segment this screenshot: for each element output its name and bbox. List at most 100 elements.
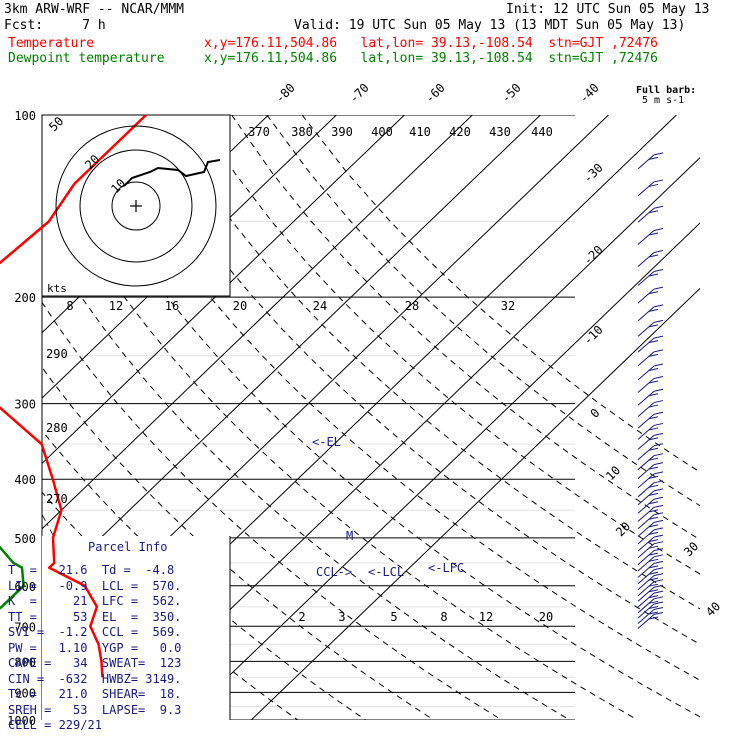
barb-legend-units: 5 m s-1: [642, 95, 685, 106]
wind-barb-flag: [648, 616, 659, 620]
wind-barb-flag: [648, 492, 659, 496]
wind-barb-flag: [648, 565, 659, 569]
wind-barb-flag: [648, 324, 659, 328]
valid-time: Valid: 19 UTC Sun 05 May 13 (13 MDT Sun …: [294, 18, 686, 33]
wind-barb: [637, 541, 664, 559]
wind-barb-shaft: [637, 498, 655, 514]
wind-barb: [637, 319, 664, 337]
wind-barb: [637, 228, 664, 245]
wind-barb-flag: [653, 590, 664, 594]
wind-barb: [637, 519, 664, 537]
dry-adiabat-line: [42, 429, 367, 720]
pressure-tick-label: 100: [14, 109, 36, 123]
theta-left-label: 270: [46, 492, 68, 506]
wind-barb-flag: [653, 400, 664, 404]
lcl-annotation: <-LCL: [368, 565, 404, 579]
mixing-ratio-label: 12: [479, 610, 493, 624]
pressure-tick-label: 800: [14, 655, 36, 669]
wind-barb-flag: [653, 541, 664, 545]
mixing-ratio-label: 8: [440, 610, 447, 624]
isotherm-tick-label: -60: [423, 81, 448, 106]
temperature-location: x,y=176.11,504.86 lat,lon= 39.13,-108.54…: [204, 36, 658, 51]
wind-barb-shaft: [637, 230, 655, 245]
hodo-ring-middle: [79, 149, 193, 263]
wind-barb-shaft: [637, 536, 655, 552]
wind-barb: [637, 590, 664, 608]
wind-barb-flag: [653, 422, 664, 426]
m-annotation: M: [346, 529, 353, 543]
parcel-info-row: K = 21 LFC = 562.: [8, 594, 182, 608]
pressure-tick-label: 300: [14, 398, 36, 412]
wind-barb-flag: [653, 304, 664, 308]
wind-barb-flag: [648, 606, 659, 610]
wind-barb-flag: [653, 612, 664, 615]
theta-tick-label: 390: [331, 125, 353, 139]
wind-barb: [637, 268, 664, 286]
pressure-tick-label: 200: [14, 291, 36, 305]
hodo-ring-inner: [111, 181, 161, 231]
wind-barb: [637, 596, 664, 614]
wind-barb-shaft: [637, 586, 655, 602]
wind-barb: [637, 534, 664, 552]
pressure-tick-label: 700: [14, 620, 36, 634]
isotherm-tick-label: 30: [681, 539, 701, 559]
wind-barb: [637, 612, 664, 629]
theta-tick-label: 430: [489, 125, 511, 139]
wind-barb-flag: [653, 534, 664, 538]
wind-barb-flag: [648, 484, 659, 488]
wind-barb-shaft: [637, 425, 655, 440]
wind-barb-flag: [653, 375, 664, 379]
wind-barb-flag: [653, 567, 664, 571]
wind-barb-flag: [648, 308, 659, 312]
wind-barb-shaft: [637, 490, 655, 506]
wind-barb: [637, 579, 664, 597]
wind-barb-shaft: [637, 181, 655, 197]
theta-tick-label: 420: [449, 125, 471, 139]
wind-barb-flag: [648, 516, 659, 520]
isotherm-line: [42, 115, 405, 465]
parcel-info-row: LI = -0.9 LCL = 570.: [8, 578, 182, 593]
wind-barb-flag: [653, 488, 664, 492]
wind-barb-flag: [648, 416, 659, 420]
dry-adiabat-line: [125, 115, 700, 645]
wind-barb: [637, 573, 664, 590]
wind-barb-flag: [653, 286, 664, 290]
dry-adiabat-line: [55, 115, 700, 718]
wind-barb-shaft: [637, 252, 655, 267]
wind-barb-flag: [648, 571, 659, 575]
wind-barb-shaft: [637, 603, 655, 619]
lfc-annotation: <-LFC: [428, 561, 464, 575]
wind-barb-flag: [648, 393, 659, 397]
wind-barb-flag: [653, 496, 664, 500]
theta-tick-label: 400: [371, 125, 393, 139]
parcel-info-row: SREH = 53 LAPSE= 9.3: [8, 702, 182, 717]
hodograph-trace: [123, 159, 221, 187]
wind-barb-shaft: [637, 581, 655, 597]
pressure-tick-label: 1000: [7, 714, 36, 728]
wind-barb-flag: [648, 583, 659, 587]
dewpoint-legend: Dewpoint temperature: [8, 51, 165, 66]
wind-barb-shaft: [637, 482, 655, 498]
wind-barb-flag: [653, 548, 664, 552]
theta-left-label: 280: [46, 421, 68, 435]
parcel-info-row: Tc = 21.0 SHEAR= 18.: [8, 687, 182, 701]
forecast-hour: Fcst: 7 h: [4, 18, 106, 33]
pressure-tick-label: 900: [14, 686, 36, 700]
dry-adiabat-line: [90, 115, 700, 681]
wind-barb-flag: [648, 552, 659, 556]
isotherm-line: [42, 115, 473, 530]
wind-barb: [637, 205, 664, 223]
grid-lines: [41, 114, 700, 720]
isotherm-line: [182, 222, 700, 720]
wind-barb-shaft: [637, 563, 655, 578]
wind-barb-flag: [653, 179, 664, 183]
wind-barb-shaft: [637, 207, 655, 223]
dry-adiabat-line: [266, 115, 700, 507]
wind-barb-shaft: [637, 556, 655, 572]
wind-barb-shaft: [637, 402, 655, 417]
wind-barb-flag: [648, 183, 659, 187]
wind-barb-flag: [648, 156, 659, 160]
isotherm-tick-label: -80: [273, 81, 298, 106]
wind-barb-shaft: [637, 435, 655, 450]
wind-barb-flag: [653, 504, 664, 508]
